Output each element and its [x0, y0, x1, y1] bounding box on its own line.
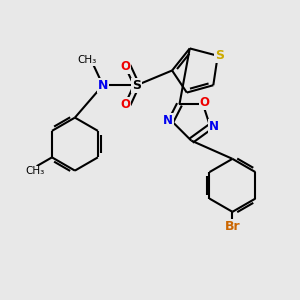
Text: CH₃: CH₃ [78, 55, 97, 65]
Text: N: N [98, 79, 108, 92]
Text: S: S [132, 79, 141, 92]
Text: O: O [200, 96, 209, 110]
Text: Br: Br [225, 220, 240, 233]
Text: N: N [209, 120, 219, 133]
Text: N: N [163, 114, 173, 127]
Text: O: O [120, 60, 130, 73]
Text: S: S [215, 49, 224, 62]
Text: O: O [120, 98, 130, 111]
Text: CH₃: CH₃ [26, 167, 45, 176]
